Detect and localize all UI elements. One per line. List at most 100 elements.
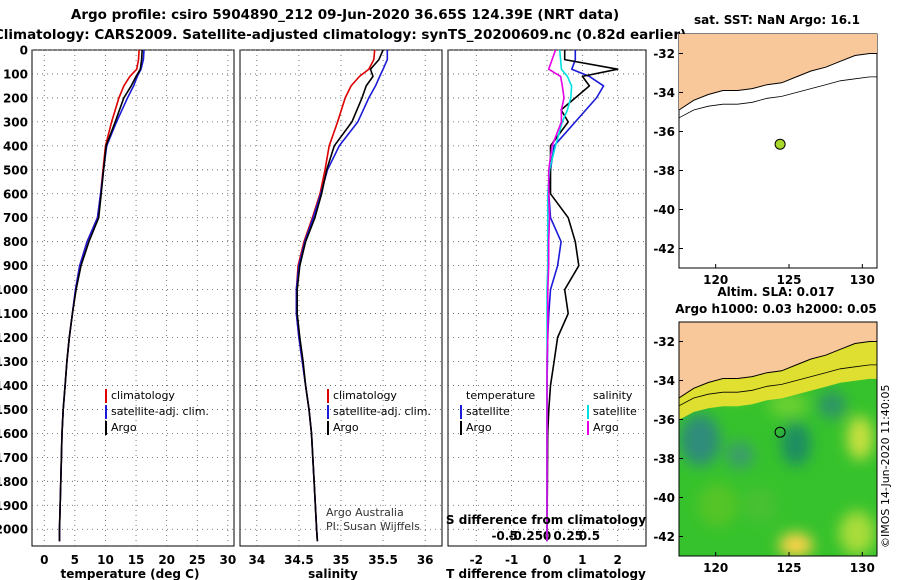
depth-tick-label: 1900 xyxy=(0,499,28,513)
x-tick-label: -1 xyxy=(505,553,518,567)
x-tick-label: 0 xyxy=(40,553,48,567)
depth-tick-label: 0 xyxy=(20,44,28,58)
depth-tick-label: 900 xyxy=(3,259,28,273)
legend-label-argo: Argo xyxy=(333,421,359,434)
temperature-panel: 0100200300400500600700800900100011001200… xyxy=(0,44,236,580)
map-x-tick-label: 125 xyxy=(776,561,801,575)
series-line-s-argo xyxy=(546,49,565,542)
legend-label-satellite: satellite-adj. clim. xyxy=(111,405,209,418)
map-y-tick-label: -38 xyxy=(653,452,675,466)
map-y-tick-label: -34 xyxy=(653,86,675,100)
depth-tick-label: 2000 xyxy=(0,523,28,537)
depth-tick-label: 1400 xyxy=(0,379,28,393)
salinity-xlabel: salinity xyxy=(308,567,358,580)
map-y-tick-label: -40 xyxy=(653,203,675,217)
depth-tick-label: 1300 xyxy=(0,355,28,369)
depth-tick-label: 800 xyxy=(3,235,28,249)
x-tick-label: 0 xyxy=(543,553,551,567)
argo-position-marker xyxy=(774,138,786,150)
figure-title-line2: Climatology: CARS2009. Satellite-adjuste… xyxy=(0,27,686,43)
temperature-xlabel: temperature (deg C) xyxy=(61,567,200,580)
map-x-tick-label: 125 xyxy=(776,273,801,287)
difference-xlabel: T difference from climatology xyxy=(446,567,646,580)
map-y-tick-label: -32 xyxy=(653,335,675,349)
x-tick-label: 35 xyxy=(333,553,350,567)
x-tick-label: 35.5 xyxy=(368,553,398,567)
depth-tick-label: 100 xyxy=(3,67,28,81)
salinity-axes-frame xyxy=(239,49,443,547)
sla-blob xyxy=(839,511,875,555)
depth-tick-label: 400 xyxy=(3,139,28,153)
x-tick-label: 10 xyxy=(97,553,114,567)
legend-label-s-satellite: satellite xyxy=(593,405,637,418)
legend-label-t-satellite: satellite xyxy=(466,405,510,418)
sla-coastal-band xyxy=(679,341,877,420)
depth-tick-label: 1100 xyxy=(0,307,28,321)
x-tick-label: 2 xyxy=(614,553,622,567)
sla-coastline xyxy=(679,341,877,399)
imos-credit: ©IMOS 14-Jun-2020 11:40:05 xyxy=(879,384,892,548)
sla-map-frame xyxy=(678,321,878,557)
sst-map-title: sat. SST: NaN Argo: 16.1 xyxy=(694,13,860,27)
annotation-pi: PI: Susan Wijffels xyxy=(326,520,420,533)
top-x-tick-label: 0.5 xyxy=(579,529,600,543)
legend-label-climatology: climatology xyxy=(333,389,397,402)
map-y-tick-label: -36 xyxy=(653,125,675,139)
sla-blob xyxy=(744,487,776,523)
depth-tick-label: 1600 xyxy=(0,427,28,441)
x-tick-label: 30 xyxy=(220,553,237,567)
x-tick-label: 1 xyxy=(578,553,586,567)
map-x-tick-label: 130 xyxy=(850,273,875,287)
legend-title-temperature: temperature xyxy=(466,389,535,402)
salinity-legend: climatology satellite-adj. clim. Argo xyxy=(327,389,431,435)
series-line-t-argo xyxy=(546,50,619,542)
map-x-tick-label: 120 xyxy=(703,561,728,575)
x-tick-label: 15 xyxy=(128,553,145,567)
figure-title-line1: Argo profile: csiro 5904890_212 09-Jun-2… xyxy=(71,7,619,23)
series-line-argo xyxy=(58,49,143,542)
sla-blob xyxy=(698,483,738,527)
sst-contour xyxy=(678,76,877,119)
sla-blob xyxy=(768,393,808,417)
map-y-tick-label: -32 xyxy=(653,47,675,61)
sst-map: sat. SST: NaN Argo: 16.1 -32 -34 -36 -38 -40… xyxy=(653,13,878,287)
legend-title-salinity: salinity xyxy=(593,389,633,402)
legend-label-climatology: climatology xyxy=(111,389,175,402)
sla-contour xyxy=(679,364,877,407)
depth-tick-label: 600 xyxy=(3,187,28,201)
top-x-tick-label: 0.25 xyxy=(553,529,583,543)
sla-blob xyxy=(781,422,811,466)
map-x-tick-label: 120 xyxy=(703,273,728,287)
difference-legend: temperature salinity satellite Argo sate… xyxy=(460,389,637,435)
sla-blob xyxy=(847,416,873,460)
difference-panel: -2 -1 0 1 2 -0.5-0.25 0 0.250.5 T difference f… xyxy=(446,49,647,580)
depth-tick-label: 1200 xyxy=(0,331,28,345)
depth-tick-label: 500 xyxy=(3,163,28,177)
map-y-tick-label: -42 xyxy=(653,242,675,256)
argo-position-marker xyxy=(774,426,786,438)
sla-map-title-line2: Argo h1000: 0.03 h2000: 0.05 xyxy=(675,302,876,316)
difference-top-xlabel: S difference from climatology xyxy=(446,513,646,527)
top-x-tick-label: -0.5 xyxy=(491,529,517,543)
annotation-argo-australia: Argo Australia xyxy=(326,506,404,519)
sla-blob xyxy=(779,533,813,556)
map-y-tick-label: -40 xyxy=(653,491,675,505)
x-tick-label: 36 xyxy=(417,553,434,567)
x-tick-label: 34 xyxy=(248,553,265,567)
sst-land xyxy=(679,34,877,110)
sla-blob xyxy=(726,441,754,469)
depth-tick-label: 700 xyxy=(3,211,28,225)
depth-tick-label: 1800 xyxy=(0,475,28,489)
sla-map-title-line1: Altim. SLA: 0.017 xyxy=(717,285,834,299)
map-y-tick-label: -38 xyxy=(653,164,675,178)
map-y-tick-label: -42 xyxy=(653,530,675,544)
sla-blob xyxy=(818,391,846,419)
legend-label-satellite: satellite-adj. clim. xyxy=(333,405,431,418)
top-x-tick-label: -0.25 xyxy=(508,529,543,543)
sla-blobs xyxy=(679,322,877,556)
depth-tick-label: 300 xyxy=(3,115,28,129)
depth-tick-label: 1000 xyxy=(0,283,28,297)
x-tick-label: 5 xyxy=(71,553,79,567)
map-y-tick-label: -34 xyxy=(653,374,675,388)
